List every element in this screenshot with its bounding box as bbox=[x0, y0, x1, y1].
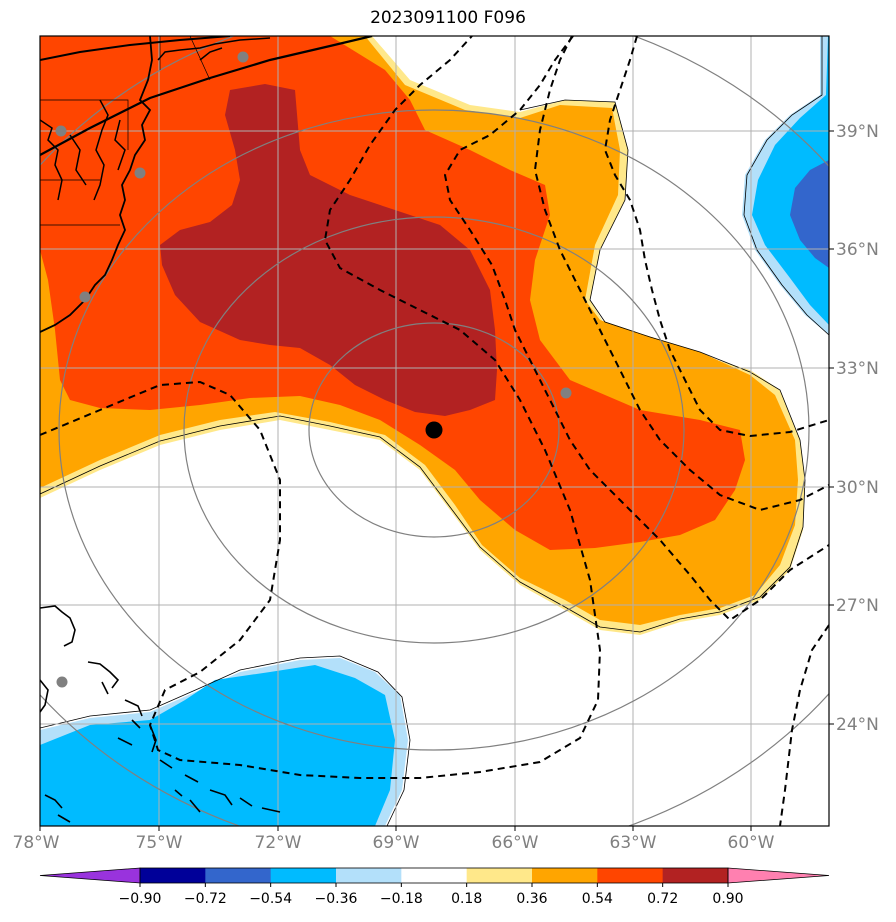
map-title: 2023091100 F096 bbox=[370, 8, 526, 28]
map-area bbox=[40, 36, 829, 826]
positive-anomaly-field bbox=[40, 36, 806, 635]
lat-label: 39°N bbox=[836, 122, 879, 142]
colorbar-segment bbox=[401, 868, 468, 883]
coastlines bbox=[40, 36, 281, 823]
storm-center-marker bbox=[425, 421, 443, 439]
colorbar-tick-label: −0.72 bbox=[184, 891, 227, 907]
colorbar-tick-label: 0.54 bbox=[582, 891, 613, 907]
lon-label: 72°W bbox=[255, 833, 302, 853]
lon-label: 63°W bbox=[610, 833, 657, 853]
range-rings bbox=[40, 36, 829, 826]
lat-label: 27°N bbox=[836, 596, 879, 616]
colorbar-segment bbox=[140, 868, 206, 883]
colorbar-extend-low bbox=[39, 867, 141, 884]
positive-anomaly-outline bbox=[40, 99, 806, 633]
station-marker bbox=[56, 676, 68, 688]
lat-label: 24°N bbox=[836, 715, 879, 735]
colorbar-tick-label: −0.90 bbox=[119, 891, 162, 907]
colorbar-tick-label: 0.90 bbox=[712, 891, 743, 907]
station-marker bbox=[560, 387, 572, 399]
station-marker bbox=[237, 51, 249, 63]
colorbar-segment bbox=[662, 868, 729, 883]
station-marker bbox=[79, 291, 91, 303]
station-markers bbox=[55, 51, 572, 688]
lon-label: 66°W bbox=[492, 833, 539, 853]
latitude-labels: 39°N 36°N 33°N 30°N 27°N 24°N bbox=[836, 122, 879, 735]
lon-label: 60°W bbox=[728, 833, 775, 853]
colorbar-segment bbox=[270, 868, 337, 883]
colorbar-outline bbox=[139, 867, 729, 884]
lon-label: 78°W bbox=[13, 833, 60, 853]
front-line bbox=[40, 36, 373, 156]
colorbar-segment bbox=[205, 868, 272, 883]
lat-label: 30°N bbox=[836, 478, 879, 498]
lon-label: 69°W bbox=[373, 833, 420, 853]
tick-marks bbox=[39, 130, 834, 831]
dashed-contours bbox=[40, 36, 829, 826]
colorbar-tick-label: −0.18 bbox=[380, 891, 423, 907]
lat-label: 33°N bbox=[836, 359, 879, 379]
colorbar-tick-label: 0.18 bbox=[451, 891, 482, 907]
front-line-2 bbox=[40, 36, 231, 61]
colorbar-extend-high bbox=[727, 867, 830, 884]
graticule bbox=[40, 36, 829, 826]
colorbar-tick-label: 0.72 bbox=[647, 891, 678, 907]
negative-anomaly-east bbox=[742, 36, 829, 336]
lon-label: 75°W bbox=[136, 833, 183, 853]
lat-label: 36°N bbox=[836, 240, 879, 260]
colorbar: −0.90 −0.72 −0.54 −0.36 −0.18 0.18 0.36 0.54 0.7… bbox=[39, 867, 830, 907]
anomaly-fill-0.72 bbox=[160, 84, 497, 416]
colorbar-tick-label: −0.54 bbox=[249, 891, 292, 907]
station-marker bbox=[55, 125, 67, 137]
colorbar-segment bbox=[336, 868, 402, 883]
colorbar-segment bbox=[466, 868, 533, 883]
colorbar-tick-label: −0.36 bbox=[315, 891, 358, 907]
colorbar-segment bbox=[532, 868, 598, 883]
longitude-labels: 78°W 75°W 72°W 69°W 66°W 63°W 60°W bbox=[13, 833, 775, 853]
colorbar-segment bbox=[597, 868, 664, 883]
colorbar-tick-label: 0.36 bbox=[516, 891, 547, 907]
station-marker bbox=[134, 167, 146, 179]
map-frame bbox=[39, 35, 830, 827]
